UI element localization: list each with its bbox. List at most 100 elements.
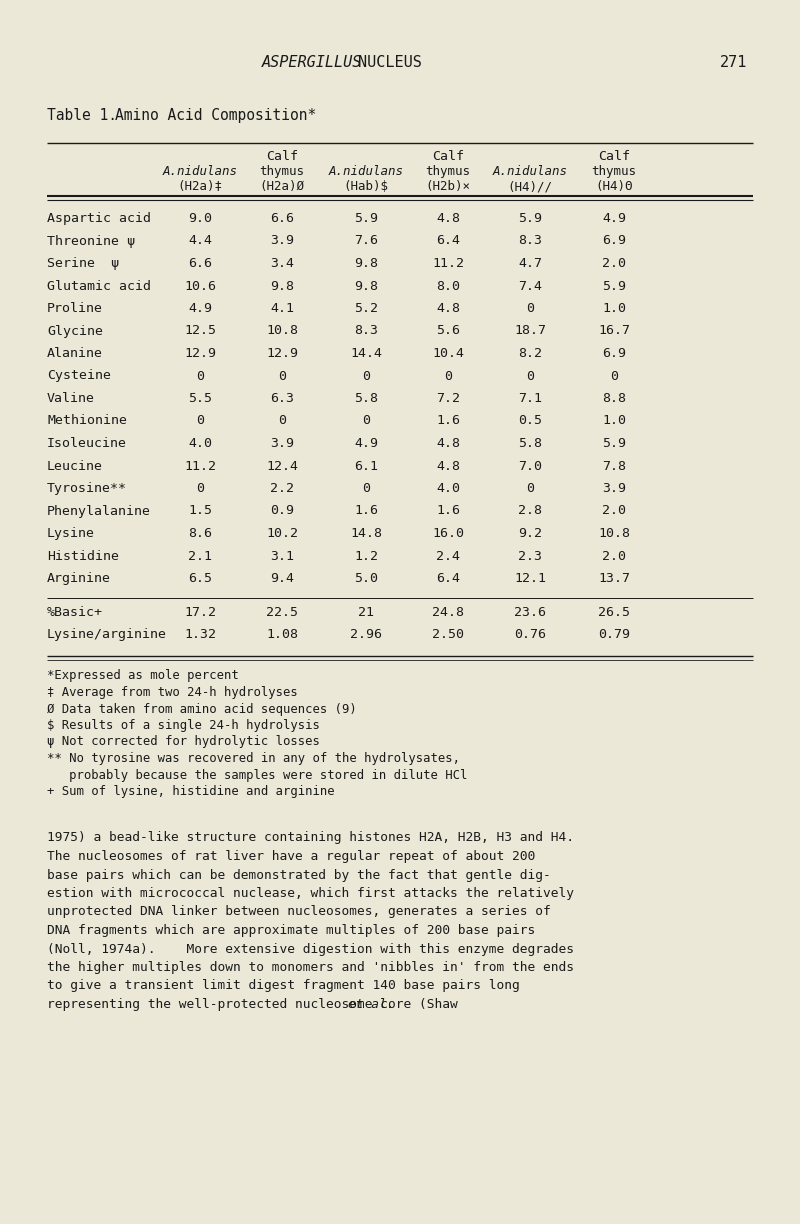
Text: 5.9: 5.9	[518, 212, 542, 225]
Text: 12.4: 12.4	[266, 459, 298, 472]
Text: representing the well-protected nucleosome core (Shaw: representing the well-protected nucleoso…	[47, 998, 466, 1011]
Text: 4.1: 4.1	[270, 302, 294, 315]
Text: 12.9: 12.9	[184, 346, 216, 360]
Text: 4.0: 4.0	[188, 437, 212, 450]
Text: 2.0: 2.0	[602, 550, 626, 563]
Text: 4.9: 4.9	[602, 212, 626, 225]
Text: Arginine: Arginine	[47, 572, 111, 585]
Text: Amino Acid Composition*: Amino Acid Composition*	[115, 108, 316, 122]
Text: 9.4: 9.4	[270, 572, 294, 585]
Text: 5.0: 5.0	[354, 572, 378, 585]
Text: 0: 0	[362, 482, 370, 494]
Text: Calf: Calf	[598, 151, 630, 163]
Text: 0: 0	[526, 370, 534, 382]
Text: ** No tyrosine was recovered in any of the hydrolysates,: ** No tyrosine was recovered in any of t…	[47, 752, 460, 765]
Text: (H4)//: (H4)//	[507, 180, 553, 193]
Text: et al.: et al.	[348, 998, 394, 1011]
Text: 1.0: 1.0	[602, 415, 626, 427]
Text: (H2a)Ø: (H2a)Ø	[259, 180, 305, 193]
Text: A.nidulans: A.nidulans	[493, 165, 567, 177]
Text: base pairs which can be demonstrated by the fact that gentle dig-: base pairs which can be demonstrated by …	[47, 869, 550, 881]
Text: 4.0: 4.0	[436, 482, 460, 494]
Text: 1.32: 1.32	[184, 628, 216, 641]
Text: (H2b)×: (H2b)×	[426, 180, 470, 193]
Text: 7.0: 7.0	[518, 459, 542, 472]
Text: Ø Data taken from amino acid sequences (9): Ø Data taken from amino acid sequences (…	[47, 703, 357, 716]
Text: 271: 271	[720, 55, 747, 70]
Text: thymus: thymus	[591, 165, 637, 177]
Text: 9.8: 9.8	[354, 279, 378, 293]
Text: 11.2: 11.2	[432, 257, 464, 271]
Text: 4.9: 4.9	[354, 437, 378, 450]
Text: 0: 0	[526, 482, 534, 494]
Text: DNA fragments which are approximate multiples of 200 base pairs: DNA fragments which are approximate mult…	[47, 924, 535, 938]
Text: 2.0: 2.0	[602, 257, 626, 271]
Text: 6.6: 6.6	[270, 212, 294, 225]
Text: Histidine: Histidine	[47, 550, 119, 563]
Text: 4.8: 4.8	[436, 459, 460, 472]
Text: 8.2: 8.2	[518, 346, 542, 360]
Text: 7.1: 7.1	[518, 392, 542, 405]
Text: $ Results of a single 24-h hydrolysis: $ Results of a single 24-h hydrolysis	[47, 718, 320, 732]
Text: 5.5: 5.5	[188, 392, 212, 405]
Text: 4.9: 4.9	[188, 302, 212, 315]
Text: 4.8: 4.8	[436, 302, 460, 315]
Text: Lysine: Lysine	[47, 528, 95, 540]
Text: 9.0: 9.0	[188, 212, 212, 225]
Text: 2.96: 2.96	[350, 628, 382, 641]
Text: Proline: Proline	[47, 302, 103, 315]
Text: 0.5: 0.5	[518, 415, 542, 427]
Text: 9.8: 9.8	[354, 257, 378, 271]
Text: Leucine: Leucine	[47, 459, 103, 472]
Text: 21: 21	[358, 606, 374, 618]
Text: Phenylalanine: Phenylalanine	[47, 504, 151, 518]
Text: 4.8: 4.8	[436, 437, 460, 450]
Text: Glutamic acid: Glutamic acid	[47, 279, 151, 293]
Text: (Hab)$: (Hab)$	[343, 180, 389, 193]
Text: Aspartic acid: Aspartic acid	[47, 212, 151, 225]
Text: 0: 0	[362, 370, 370, 382]
Text: 8.0: 8.0	[436, 279, 460, 293]
Text: 3.9: 3.9	[270, 437, 294, 450]
Text: A.nidulans: A.nidulans	[162, 165, 238, 177]
Text: 5.2: 5.2	[354, 302, 378, 315]
Text: 16.0: 16.0	[432, 528, 464, 540]
Text: ψ Not corrected for hydrolytic losses: ψ Not corrected for hydrolytic losses	[47, 736, 320, 749]
Text: 10.4: 10.4	[432, 346, 464, 360]
Text: 7.8: 7.8	[602, 459, 626, 472]
Text: 1.6: 1.6	[354, 504, 378, 518]
Text: 1.6: 1.6	[436, 415, 460, 427]
Text: 1.08: 1.08	[266, 628, 298, 641]
Text: thymus: thymus	[259, 165, 305, 177]
Text: A.nidulans: A.nidulans	[329, 165, 403, 177]
Text: estion with micrococcal nuclease, which first attacks the relatively: estion with micrococcal nuclease, which …	[47, 887, 574, 900]
Text: 26.5: 26.5	[598, 606, 630, 618]
Text: 16.7: 16.7	[598, 324, 630, 338]
Text: 1.2: 1.2	[354, 550, 378, 563]
Text: %Basic+: %Basic+	[47, 606, 103, 618]
Text: 17.2: 17.2	[184, 606, 216, 618]
Text: 10.8: 10.8	[266, 324, 298, 338]
Text: 6.1: 6.1	[354, 459, 378, 472]
Text: 4.8: 4.8	[436, 212, 460, 225]
Text: 0: 0	[526, 302, 534, 315]
Text: 12.1: 12.1	[514, 572, 546, 585]
Text: 22.5: 22.5	[266, 606, 298, 618]
Text: 7.6: 7.6	[354, 235, 378, 247]
Text: Isoleucine: Isoleucine	[47, 437, 127, 450]
Text: 23.6: 23.6	[514, 606, 546, 618]
Text: 5.9: 5.9	[354, 212, 378, 225]
Text: 5.9: 5.9	[602, 279, 626, 293]
Text: 0.79: 0.79	[598, 628, 630, 641]
Text: 5.6: 5.6	[436, 324, 460, 338]
Text: 0.76: 0.76	[514, 628, 546, 641]
Text: 14.8: 14.8	[350, 528, 382, 540]
Text: Methionine: Methionine	[47, 415, 127, 427]
Text: 7.4: 7.4	[518, 279, 542, 293]
Text: 8.3: 8.3	[518, 235, 542, 247]
Text: 7.2: 7.2	[436, 392, 460, 405]
Text: 18.7: 18.7	[514, 324, 546, 338]
Text: 11.2: 11.2	[184, 459, 216, 472]
Text: (H2a)‡: (H2a)‡	[178, 180, 222, 193]
Text: The nucleosomes of rat liver have a regular repeat of about 200: The nucleosomes of rat liver have a regu…	[47, 849, 535, 863]
